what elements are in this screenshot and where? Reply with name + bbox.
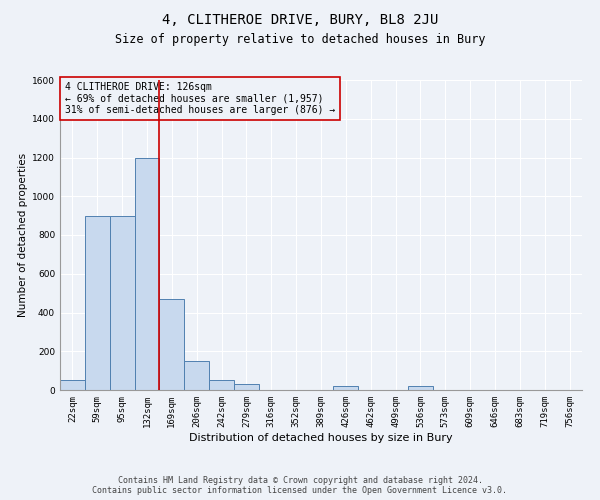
Bar — [334, 386, 358, 390]
Y-axis label: Number of detached properties: Number of detached properties — [18, 153, 28, 317]
Bar — [110, 216, 134, 390]
Bar — [160, 299, 184, 390]
Bar — [209, 380, 234, 390]
Text: 4, CLITHEROE DRIVE, BURY, BL8 2JU: 4, CLITHEROE DRIVE, BURY, BL8 2JU — [162, 12, 438, 26]
Bar — [134, 158, 160, 390]
Text: 4 CLITHEROE DRIVE: 126sqm
← 69% of detached houses are smaller (1,957)
31% of se: 4 CLITHEROE DRIVE: 126sqm ← 69% of detac… — [65, 82, 335, 115]
Text: Contains HM Land Registry data © Crown copyright and database right 2024.
Contai: Contains HM Land Registry data © Crown c… — [92, 476, 508, 495]
Bar — [60, 380, 85, 390]
Bar — [85, 216, 110, 390]
Bar — [408, 386, 433, 390]
X-axis label: Distribution of detached houses by size in Bury: Distribution of detached houses by size … — [189, 432, 453, 442]
Bar — [234, 384, 259, 390]
Text: Size of property relative to detached houses in Bury: Size of property relative to detached ho… — [115, 32, 485, 46]
Bar — [184, 361, 209, 390]
